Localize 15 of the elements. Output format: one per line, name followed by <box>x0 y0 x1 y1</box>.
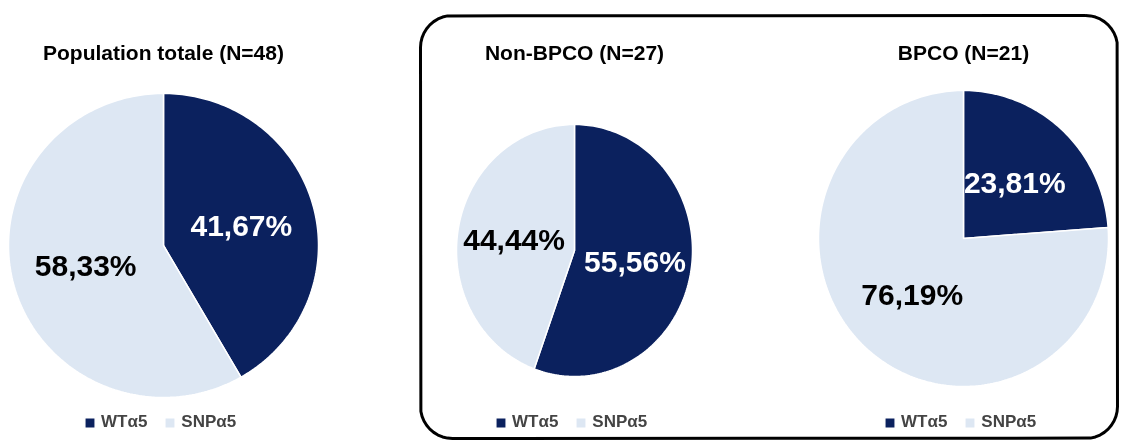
legend-label: WTα5 <box>101 412 148 432</box>
data-label: 23,81% <box>963 165 1066 199</box>
legend-label: SNPα5 <box>981 412 1037 432</box>
legend-label: WTα5 <box>901 412 948 432</box>
legend-label: SNPα5 <box>181 412 237 432</box>
chart-title: BPCO (N=21) <box>897 41 1030 64</box>
chart-title: Non-BPCO (N=27) <box>484 41 665 64</box>
legend-label: WTα5 <box>512 412 559 432</box>
data-label: 41,67% <box>190 208 293 242</box>
data-label: 44,44% <box>463 222 565 256</box>
data-label: 55,56% <box>584 245 686 279</box>
legend-label: SNPα5 <box>592 412 648 432</box>
data-label: 58,33% <box>34 249 137 283</box>
data-label: 76,19% <box>861 278 964 312</box>
chart-title: Population totale (N=48) <box>43 41 284 64</box>
